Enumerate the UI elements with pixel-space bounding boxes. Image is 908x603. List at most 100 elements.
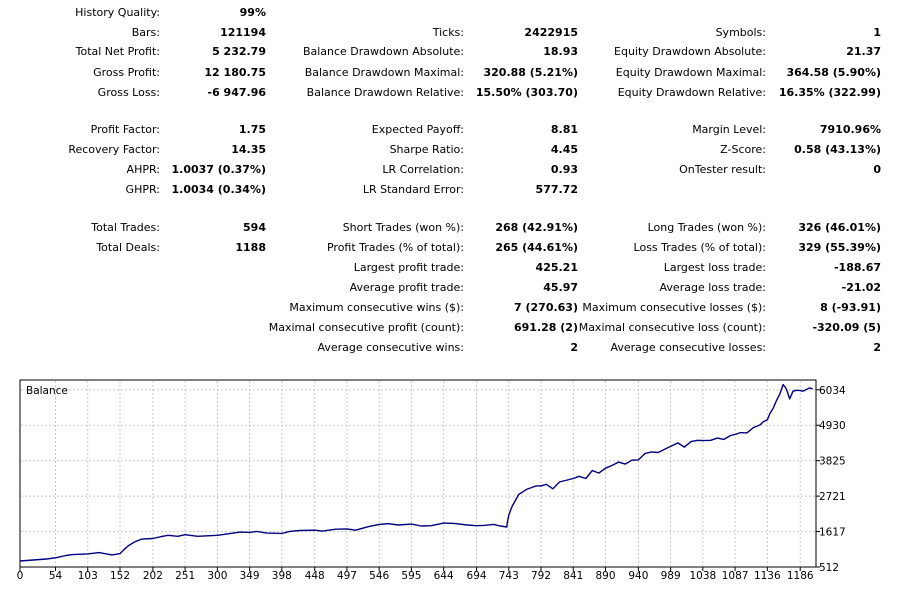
sharpe-ratio-value: 4.45 xyxy=(550,143,578,156)
long-trades-value: 326 (46.01%) xyxy=(798,221,881,234)
total-trades-label: Total Trades: xyxy=(91,221,160,234)
ghpr-label: GHPR: xyxy=(125,183,160,196)
x-tick-label: 546 xyxy=(369,570,389,582)
short-trades-label: Short Trades (won %): xyxy=(342,221,464,234)
x-tick-label: 448 xyxy=(305,570,325,582)
sharpe-ratio-label: Sharpe Ratio: xyxy=(389,143,464,156)
x-tick-label: 497 xyxy=(337,570,357,582)
x-tick-label: 0 xyxy=(17,570,24,582)
chart-line-layer xyxy=(19,383,813,562)
ontester-result-label: OnTester result: xyxy=(679,163,766,176)
equity-dd-abs-value: 21.37 xyxy=(846,45,881,58)
y-tick-label: 512 xyxy=(819,562,839,574)
y-tick-label: 1617 xyxy=(819,527,846,539)
gross-loss-value: -6 947.96 xyxy=(207,86,267,99)
total-deals-label: Total Deals: xyxy=(96,241,160,254)
balance-dd-abs-value: 18.93 xyxy=(543,45,578,58)
y-tick-label: 6034 xyxy=(819,385,846,397)
balance-dd-max-label: Balance Drawdown Maximal: xyxy=(304,66,464,79)
gross-profit-value: 12 180.75 xyxy=(204,66,266,79)
equity-dd-rel-value: 16.35% (322.99) xyxy=(778,86,881,99)
gross-profit-label: Gross Profit: xyxy=(93,66,160,79)
profit-trades-value: 265 (44.61%) xyxy=(495,241,578,254)
balance-line xyxy=(19,383,813,562)
x-tick-label: 989 xyxy=(661,570,681,582)
profit-trades-label: Profit Trades (% of total): xyxy=(326,241,464,254)
symbols-label: Symbols: xyxy=(715,26,766,39)
total-net-profit-label: Total Net Profit: xyxy=(75,45,160,58)
profit-factor-value: 1.75 xyxy=(238,123,266,136)
ticks-label: Ticks: xyxy=(432,26,464,39)
largest-loss-value: -188.67 xyxy=(833,261,881,274)
equity-dd-max-value: 364.58 (5.90%) xyxy=(786,66,882,79)
history-quality-label: History Quality: xyxy=(75,6,160,19)
max-consec-losses-label: Maximum consecutive losses ($): xyxy=(582,301,766,314)
lr-std-error-value: 577.72 xyxy=(535,183,578,196)
avg-consec-losses-value: 2 xyxy=(873,341,881,354)
total-deals-value: 1188 xyxy=(235,241,266,254)
ghpr-value: 1.0034 (0.34%) xyxy=(171,183,267,196)
balance-dd-abs-label: Balance Drawdown Absolute: xyxy=(302,45,464,58)
long-trades-label: Long Trades (won %): xyxy=(647,221,766,234)
largest-loss-label: Largest loss trade: xyxy=(663,261,766,274)
symbols-value: 1 xyxy=(873,26,881,39)
x-tick-label: 251 xyxy=(175,570,195,582)
ahpr-value: 1.0037 (0.37%) xyxy=(171,163,267,176)
margin-level-value: 7910.96% xyxy=(819,123,881,136)
ahpr-label: AHPR: xyxy=(126,163,160,176)
x-tick-label: 890 xyxy=(595,570,615,582)
x-tick-label: 398 xyxy=(272,570,292,582)
loss-trades-label: Loss Trades (% of total): xyxy=(633,241,766,254)
x-tick-label: 694 xyxy=(467,570,487,582)
bars-label: Bars: xyxy=(131,26,160,39)
lr-correlation-value: 0.93 xyxy=(550,163,578,176)
balance-dd-rel-value: 15.50% (303.70) xyxy=(475,86,578,99)
chart-grid xyxy=(21,381,815,566)
x-tick-label: 1186 xyxy=(787,570,814,582)
x-tick-label: 103 xyxy=(78,570,98,582)
average-loss-label: Average loss trade: xyxy=(659,281,766,294)
x-tick-label: 841 xyxy=(563,570,583,582)
avg-consec-wins-value: 2 xyxy=(570,341,578,354)
x-tick-label: 644 xyxy=(434,570,454,582)
x-tick-label: 349 xyxy=(240,570,260,582)
largest-profit-value: 425.21 xyxy=(535,261,578,274)
lr-correlation-label: LR Correlation: xyxy=(382,163,464,176)
z-score-value: 0.58 (43.13%) xyxy=(794,143,881,156)
x-tick-label: 202 xyxy=(143,570,163,582)
z-score-label: Z-Score: xyxy=(720,143,766,156)
ticks-value: 2422915 xyxy=(524,26,578,39)
loss-trades-value: 329 (55.39%) xyxy=(798,241,881,254)
avg-consec-wins-label: Average consecutive wins: xyxy=(317,341,464,354)
bars-value: 121194 xyxy=(220,26,266,39)
expected-payoff-label: Expected Payoff: xyxy=(371,123,464,136)
maximal-consec-loss-value: -320.09 (5) xyxy=(812,321,881,334)
y-tick-label: 4930 xyxy=(819,420,846,432)
y-tick-label: 3825 xyxy=(819,456,846,468)
average-profit-label: Average profit trade: xyxy=(349,281,464,294)
max-consec-wins-label: Maximum consecutive wins ($): xyxy=(289,301,464,314)
x-axis: 0 54 103 152 202 251 300 349 398 448 497 546 595 644 6… xyxy=(17,567,814,582)
maximal-consec-profit-value: 691.28 (2) xyxy=(514,321,578,334)
x-tick-label: 1087 xyxy=(722,570,749,582)
profit-factor-label: Profit Factor: xyxy=(90,123,160,136)
recovery-factor-value: 14.35 xyxy=(231,143,266,156)
max-consec-losses-value: 8 (-93.91) xyxy=(820,301,881,314)
history-quality-value: 99% xyxy=(239,6,266,19)
balance-dd-max-value: 320.88 (5.21%) xyxy=(483,66,579,79)
expected-payoff-value: 8.81 xyxy=(550,123,578,136)
average-loss-value: -21.02 xyxy=(841,281,881,294)
balance-dd-rel-label: Balance Drawdown Relative: xyxy=(306,86,464,99)
recovery-factor-label: Recovery Factor: xyxy=(68,143,160,156)
x-tick-label: 300 xyxy=(207,570,227,582)
ontester-result-value: 0 xyxy=(873,163,881,176)
lr-std-error-label: LR Standard Error: xyxy=(362,183,464,196)
max-consec-wins-value: 7 (270.63) xyxy=(514,301,578,314)
equity-dd-max-label: Equity Drawdown Maximal: xyxy=(615,66,766,79)
x-tick-label: 792 xyxy=(531,570,551,582)
y-axis: 512 1617 2721 3825 4930 6034 xyxy=(816,385,846,574)
x-tick-label: 1136 xyxy=(754,570,781,582)
total-net-profit-value: 5 232.79 xyxy=(212,45,266,58)
